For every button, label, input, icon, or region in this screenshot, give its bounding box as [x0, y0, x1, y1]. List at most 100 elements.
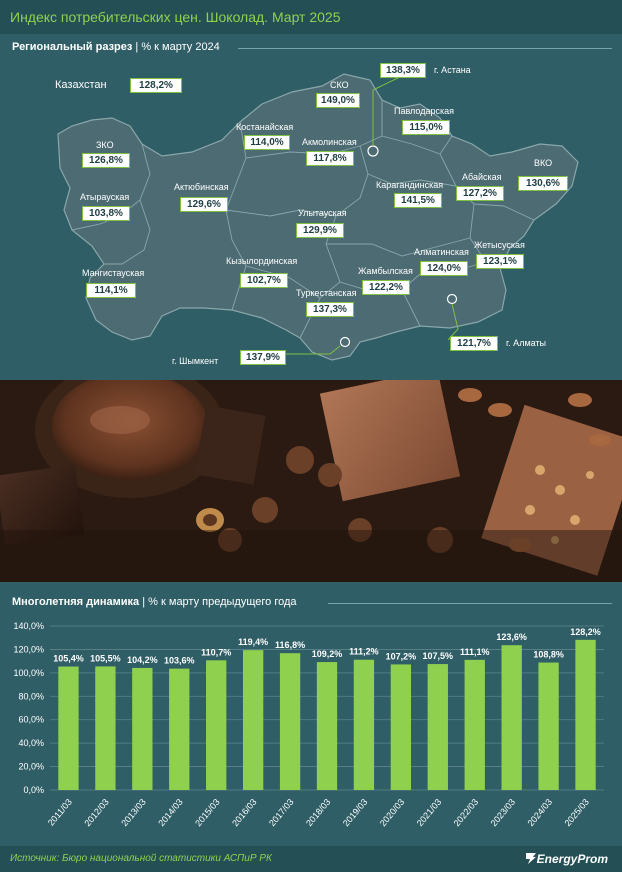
- bar: [390, 664, 412, 790]
- bar: [279, 653, 301, 790]
- data-label: 119,4%: [238, 637, 268, 647]
- data-label: 116,8%: [275, 640, 305, 650]
- x-tick-label: 2017/03: [267, 797, 296, 828]
- x-tick-label: 2015/03: [193, 797, 222, 828]
- bar: [538, 662, 559, 790]
- data-label: 111,1%: [460, 647, 490, 657]
- chart-section-rule: [328, 603, 612, 604]
- data-label: 110,7%: [201, 647, 231, 657]
- x-tick-label: 2024/03: [526, 797, 555, 828]
- almaty-marker-icon: [446, 293, 458, 305]
- x-tick-label: 2020/03: [378, 797, 407, 828]
- region-value-zhambyl: 122,2%: [362, 280, 410, 295]
- map-section-rule: [238, 48, 612, 49]
- region-value-almaty-region: 124,0%: [420, 261, 468, 276]
- x-tick-label: 2025/03: [562, 797, 591, 828]
- region-name-abay: Абайская: [462, 172, 502, 182]
- region-name-turkestan: Туркестанская: [296, 288, 357, 298]
- region-name-akmola: Акмолинская: [302, 137, 357, 147]
- brand-name: EnergyProm: [536, 852, 608, 866]
- region-value-abay: 127,2%: [456, 186, 504, 201]
- region-name-aktobe: Актюбинская: [174, 182, 229, 192]
- region-value-akmola: 117,8%: [306, 151, 354, 166]
- region-name-almaty-city: г. Алматы: [506, 338, 547, 348]
- region-name-zhetysu: Жетысуская: [474, 240, 525, 250]
- y-tick-label: 100,0%: [13, 668, 44, 678]
- y-tick-label: 120,0%: [13, 644, 44, 654]
- region-value-almaty-city: 121,7%: [450, 336, 498, 351]
- y-tick-label: 140,0%: [13, 621, 44, 631]
- data-label: 105,5%: [90, 653, 121, 663]
- kazakhstan-value: 128,2%: [130, 78, 182, 93]
- y-tick-label: 40,0%: [18, 738, 44, 748]
- region-name-astana: г. Астана: [434, 65, 471, 75]
- bar-chart: 0,0% 20,0% 40,0% 60,0% 80,0% 100,0% 120,0% 140,…: [13, 621, 604, 828]
- region-value-shymkent: 137,9%: [240, 350, 286, 365]
- data-label: 107,5%: [423, 651, 454, 661]
- data-label: 123,6%: [496, 632, 527, 642]
- x-tick-label: 2016/03: [230, 797, 259, 828]
- bar: [316, 662, 338, 790]
- bar: [464, 659, 485, 790]
- data-label: 128,2%: [570, 627, 601, 637]
- map-section-separator: |: [135, 41, 142, 53]
- region-name-shymkent: г. Шымкент: [172, 356, 219, 366]
- page-title: Индекс потребительских цен. Шоколад. Мар…: [10, 9, 341, 25]
- bar: [575, 639, 596, 790]
- region-name-kyzylorda: Кызылординская: [226, 256, 298, 266]
- data-label: 103,6%: [164, 656, 195, 666]
- shymkent-marker-icon: [339, 336, 351, 348]
- chocolate-illustration: [0, 380, 622, 582]
- bar: [169, 668, 190, 790]
- region-value-aktobe: 129,6%: [180, 197, 228, 212]
- region-name-kostanay: Костанайская: [236, 122, 294, 132]
- chart-panel: Многолетняя динамика | % к марту предыду…: [0, 582, 622, 846]
- region-value-mangistau: 114,1%: [86, 283, 136, 298]
- y-tick-label: 60,0%: [18, 715, 44, 725]
- bar: [58, 666, 79, 790]
- map-section-subtitle: % к марту 2024: [141, 41, 220, 53]
- x-tick-label: 2019/03: [341, 797, 370, 828]
- region-value-ulytau: 129,9%: [296, 223, 344, 238]
- region-name-karaganda: Карагандинская: [376, 180, 444, 190]
- title-bar: Индекс потребительских цен. Шоколад. Мар…: [0, 0, 622, 34]
- region-value-zhetysu: 123,1%: [476, 254, 524, 269]
- bar: [427, 664, 448, 790]
- y-tick-label: 80,0%: [18, 691, 44, 701]
- map-section-name: Региональный разрез: [12, 41, 133, 53]
- region-name-sko: СКО: [330, 80, 349, 90]
- data-label: 108,8%: [533, 650, 564, 660]
- y-tick-label: 20,0%: [18, 762, 44, 772]
- map-section-title: Региональный разрез | % к марту 2024: [12, 41, 220, 53]
- region-value-sko: 149,0%: [316, 93, 360, 108]
- region-value-zko: 126,8%: [82, 153, 130, 168]
- x-tick-label: 2013/03: [119, 797, 148, 828]
- bar: [242, 650, 264, 790]
- region-name-ulytau: Улытауская: [298, 208, 347, 218]
- chart-section-separator: |: [142, 596, 149, 608]
- region-name-pavlodar: Павлодарская: [394, 106, 454, 116]
- data-label: 109,2%: [312, 649, 343, 659]
- region-value-karaganda: 141,5%: [394, 193, 442, 208]
- x-tick-label: 2021/03: [415, 797, 444, 828]
- region-value-kyzylorda: 102,7%: [240, 273, 288, 288]
- bar: [353, 659, 375, 790]
- region-name-mangistau: Мангистауская: [82, 268, 145, 278]
- source-text: Источник: Бюро национальной статистики А…: [10, 853, 272, 864]
- region-name-zhambyl: Жамбылская: [358, 266, 413, 276]
- data-label: 104,2%: [127, 655, 158, 665]
- x-tick-label: 2012/03: [82, 797, 111, 828]
- data-label: 105,4%: [53, 654, 84, 664]
- bar: [206, 660, 227, 790]
- region-value-atyrau: 103,8%: [82, 206, 130, 221]
- chart-section-name: Многолетняя динамика: [12, 596, 140, 608]
- x-tick-label: 2011/03: [46, 797, 74, 828]
- footer: Источник: Бюро национальной статистики А…: [0, 846, 622, 872]
- data-label: 111,2%: [349, 647, 379, 657]
- chart-section-title: Многолетняя динамика | % к марту предыду…: [12, 596, 297, 608]
- kazakhstan-map: [57, 73, 579, 361]
- region-value-turkestan: 137,3%: [306, 302, 354, 317]
- bar: [95, 666, 116, 790]
- region-value-astana: 138,3%: [380, 63, 426, 78]
